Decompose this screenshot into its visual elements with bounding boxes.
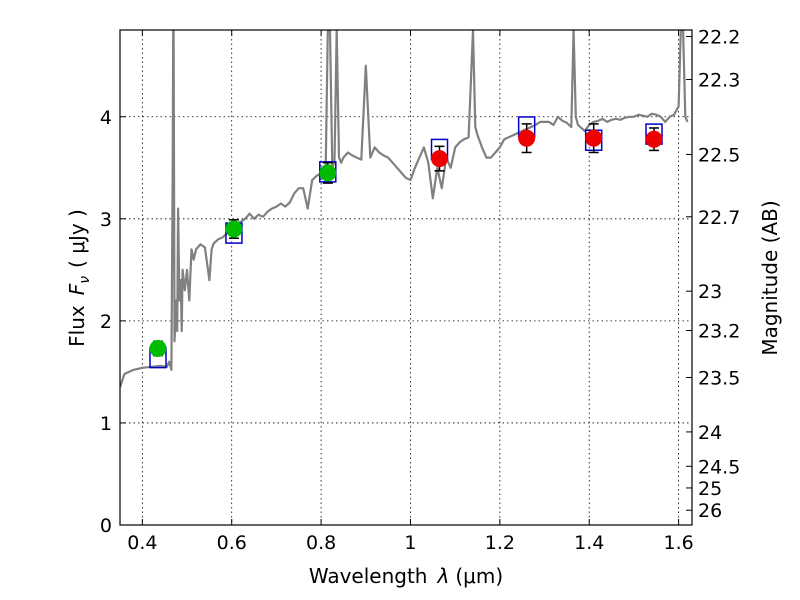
y2-axis-label: Magnitude (AB) — [758, 200, 782, 355]
x-tick-label: 1 — [404, 532, 416, 554]
y2-tick-label: 22.3 — [698, 69, 740, 91]
x-tick-label: 1.4 — [574, 532, 604, 554]
observed-flux-marker — [518, 129, 536, 147]
x-tick-label: 0.8 — [306, 532, 336, 554]
y2-tick-label: 23 — [698, 281, 722, 303]
y2-tick-label: 26 — [698, 500, 722, 522]
y2-tick-label: 24.5 — [698, 456, 740, 478]
plot-area — [120, 30, 689, 388]
y2-tick-label: 25 — [698, 478, 722, 500]
y2-tick-label: 22.2 — [698, 27, 740, 49]
y2-tick-label: 22.7 — [698, 207, 740, 229]
y-tick-label: 1 — [100, 413, 112, 435]
y2-tick-label: 22.5 — [698, 144, 740, 166]
x-tick-label: 1.2 — [485, 532, 515, 554]
y2-tick-label: 24 — [698, 422, 722, 444]
y-axis-label: FluxFν( μJy ) — [65, 209, 93, 347]
observed-flux-marker — [149, 339, 167, 357]
y-tick-label: 0 — [100, 515, 112, 537]
y-tick-label: 4 — [100, 107, 112, 129]
model-spectrum-line — [120, 30, 689, 388]
x-tick-label: 1.6 — [663, 532, 693, 554]
observed-flux-marker — [431, 150, 449, 168]
observed-flux-marker — [585, 129, 603, 147]
observed-flux-marker — [645, 130, 663, 148]
plot-frame — [119, 29, 693, 526]
observed-flux-marker — [225, 220, 243, 238]
y-tick-label: 3 — [100, 209, 112, 231]
x-tick-label: 0.6 — [217, 532, 247, 554]
y2-tick-label: 23.5 — [698, 367, 740, 389]
x-tick-label: 0.4 — [127, 532, 157, 554]
y-tick-label: 2 — [100, 311, 112, 333]
grid-lines — [120, 30, 692, 525]
y2-tick-label: 23.2 — [698, 321, 740, 343]
observed-flux-marker — [319, 164, 337, 182]
axis-ticks: 0.4 0.6 0.8 1 1.2 1.4 1.60123422.222.322.522.7… — [100, 27, 740, 554]
data-markers — [149, 116, 663, 369]
x-axis-label: Wavelength λ (μm) — [309, 564, 503, 588]
